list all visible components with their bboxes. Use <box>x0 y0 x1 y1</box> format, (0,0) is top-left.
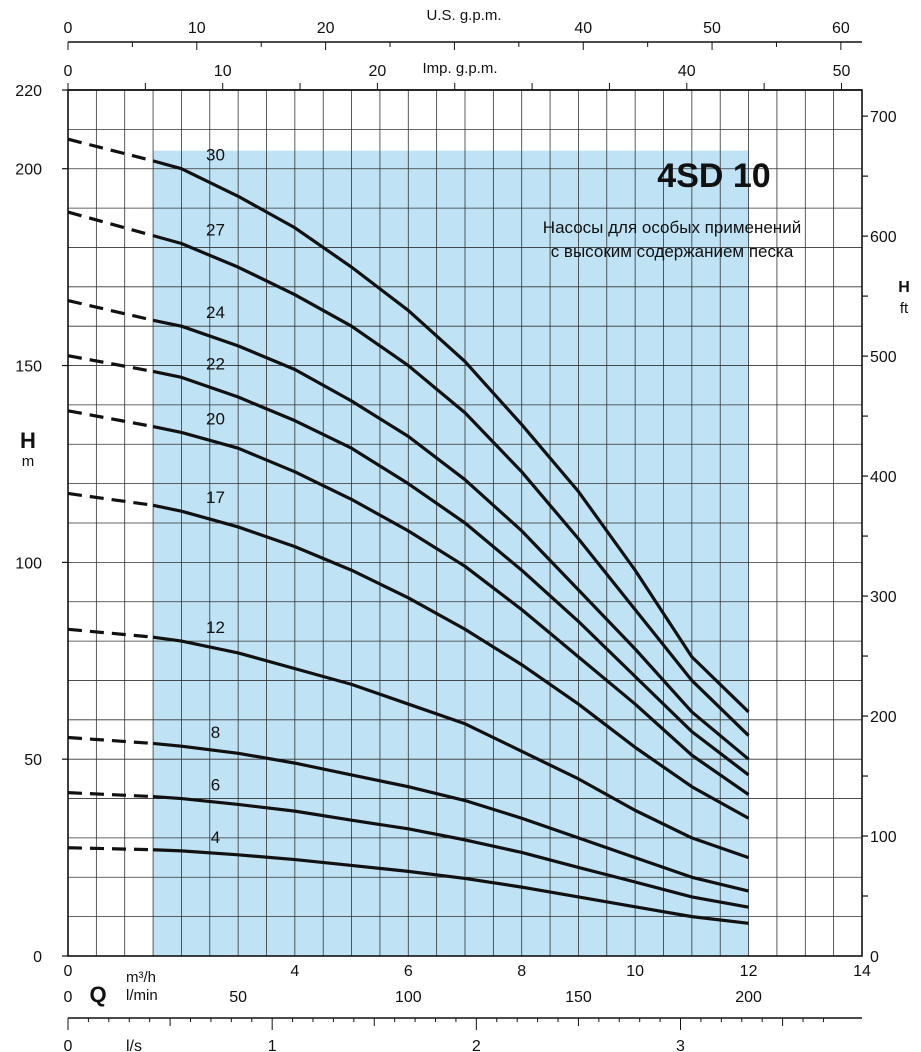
top-imp-tick-label: 40 <box>678 63 696 80</box>
top-axis-unit-imp: Imp. g.p.m. <box>422 60 497 77</box>
curve-12-dashed <box>67 627 154 639</box>
top-imp-tick-label: 0 <box>64 63 73 80</box>
top-imp-tick-label: 20 <box>368 63 386 80</box>
x-tick-label: 14 <box>853 963 871 980</box>
top-us-tick-label: 0 <box>64 20 73 37</box>
y-left-tick-label: 220 <box>15 83 42 100</box>
x-axis-label: Q <box>89 982 106 1007</box>
curve-24 <box>152 318 750 761</box>
curve-27-dashed <box>67 210 154 238</box>
y-right-tick-label: 200 <box>870 709 897 726</box>
subtitle-line-2: с высоким содержанием песка <box>551 242 794 261</box>
top-axis-unit-us: U.S. g.p.m. <box>426 7 501 24</box>
top-us-tick-label: 20 <box>317 20 335 37</box>
x-ls-tick-label: 0 <box>64 1038 73 1052</box>
y-right-label: H <box>898 279 910 296</box>
curve-4 <box>153 848 749 925</box>
curve-8 <box>152 741 749 893</box>
curve-label: 4 <box>211 828 220 847</box>
curve-24-dashed <box>67 299 154 322</box>
curve-17 <box>152 503 750 820</box>
y-right-tick-label: 400 <box>870 469 897 486</box>
chart-title: 4SD 10 <box>657 157 770 195</box>
x-tick-label: 0 <box>64 963 73 980</box>
x-lmin-tick-label: 0 <box>64 989 73 1006</box>
x-lmin-tick-label: 150 <box>565 989 592 1006</box>
grid <box>68 90 862 956</box>
x-tick-label: 4 <box>290 963 299 980</box>
y-right-tick-label: 100 <box>870 829 897 846</box>
y-right-tick-label: 500 <box>870 349 897 366</box>
y-right-tick-label: 0 <box>870 949 879 966</box>
y-left-unit: m <box>22 453 35 470</box>
y-left-tick-label: 100 <box>15 555 42 572</box>
curve-label: 22 <box>206 354 225 373</box>
curve-6 <box>152 794 749 909</box>
y-left-tick-label: 200 <box>15 162 42 179</box>
x-tick-label: 8 <box>517 963 526 980</box>
y-right-tick-label: 600 <box>870 229 897 246</box>
x-tick-label: 6 <box>404 963 413 980</box>
curve-30-dashed <box>67 137 154 163</box>
curve-22 <box>152 369 750 777</box>
x-ls-tick-label: 3 <box>676 1038 685 1052</box>
curve-label: 6 <box>211 776 220 795</box>
operating-range-band <box>153 150 749 956</box>
y-left-label: H <box>20 428 36 453</box>
top-imp-tick-label: 50 <box>833 63 851 80</box>
x-lmin-tick-label: 50 <box>229 989 247 1006</box>
curve-4-dashed <box>67 846 154 852</box>
y-right-unit: ft <box>900 300 909 317</box>
curve-label: 8 <box>211 723 220 742</box>
curve-17-dashed <box>67 491 154 507</box>
curve-12 <box>152 635 750 860</box>
curve-6-dashed <box>67 791 154 799</box>
curve-8-dashed <box>67 735 154 746</box>
y-left-tick-label: 0 <box>33 949 42 966</box>
top-us-tick-label: 40 <box>574 20 592 37</box>
curve-labels: 30 27 24 22 20 17 12 8 6 4 <box>206 146 225 847</box>
curve-label: 17 <box>206 488 225 507</box>
y-left-tick-label: 150 <box>15 359 42 376</box>
x-axis-unit-ls: l/s <box>126 1038 142 1052</box>
x-ls-tick-label: 1 <box>268 1038 277 1052</box>
top-us-tick-label: 10 <box>188 20 206 37</box>
x-axis-unit-m3h: m³/h <box>126 969 156 986</box>
curve-20-dashed <box>67 409 154 429</box>
curve-22-dashed <box>67 354 154 374</box>
x-tick-label: 10 <box>626 963 644 980</box>
curve-label: 30 <box>206 146 225 165</box>
curve-label: 24 <box>206 303 225 322</box>
top-us-tick-label: 60 <box>832 20 850 37</box>
curve-30 <box>152 159 750 714</box>
top-imp-tick-label: 10 <box>214 63 232 80</box>
x-tick-label: 12 <box>740 963 758 980</box>
curves <box>67 137 750 925</box>
x-lmin-tick-label: 200 <box>735 989 762 1006</box>
x-lmin-tick-label: 100 <box>395 989 422 1006</box>
subtitle-line-1: Насосы для особых применений <box>543 218 801 237</box>
x-axis-unit-lmin: l/min <box>126 987 158 1004</box>
curve-27 <box>152 234 750 737</box>
curve-label: 12 <box>206 618 225 637</box>
y-right-tick-label: 700 <box>870 109 897 126</box>
x-ls-tick-label: 2 <box>472 1038 481 1052</box>
curve-20 <box>152 424 750 796</box>
top-us-tick-label: 50 <box>703 20 721 37</box>
y-left-tick-label: 50 <box>24 752 42 769</box>
y-right-tick-label: 300 <box>870 589 897 606</box>
curve-label: 27 <box>206 221 225 240</box>
curve-label: 20 <box>206 409 225 428</box>
